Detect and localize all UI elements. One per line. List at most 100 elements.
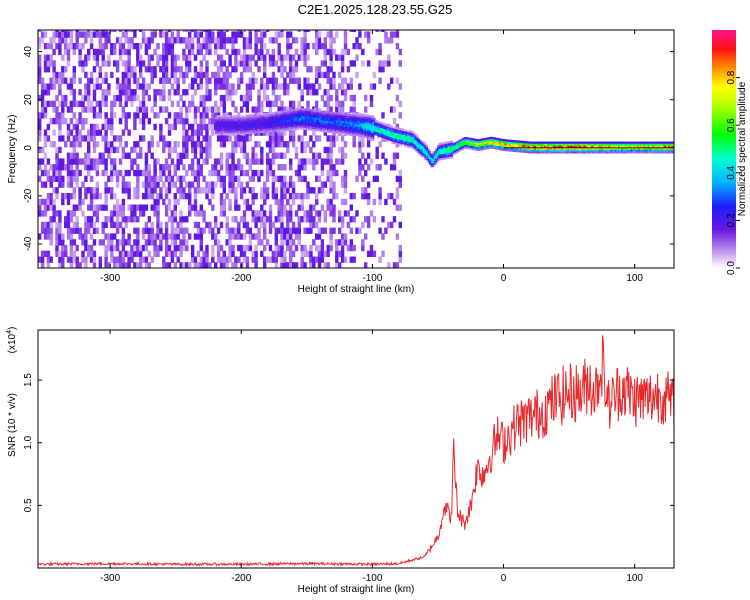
ridge-cell bbox=[477, 146, 480, 149]
heatmap-cell bbox=[392, 198, 397, 206]
heatmap-cell bbox=[150, 227, 154, 234]
ridge-cell bbox=[575, 149, 578, 152]
heatmap-cell bbox=[297, 135, 301, 142]
heatmap-cell bbox=[277, 216, 281, 223]
ridge-cell bbox=[394, 136, 397, 139]
heatmap-cell bbox=[297, 158, 301, 165]
heatmap-cell bbox=[110, 43, 114, 50]
heatmap-cell bbox=[98, 112, 102, 119]
ridge-cell bbox=[216, 122, 219, 126]
ridge-cell bbox=[351, 116, 354, 119]
ridge-cell bbox=[397, 137, 400, 140]
ridge-cell bbox=[559, 147, 562, 150]
ridge-cell bbox=[326, 120, 329, 123]
ridge-cell bbox=[287, 111, 290, 114]
heatmap-cell bbox=[64, 37, 68, 44]
heatmap-cell bbox=[156, 221, 160, 229]
heatmap-cell bbox=[378, 66, 382, 73]
ridge-cell bbox=[551, 141, 554, 144]
heatmap-cell bbox=[133, 43, 137, 50]
heatmap-cell bbox=[92, 204, 97, 211]
heatmap-cell bbox=[58, 256, 62, 263]
ridge-cell bbox=[425, 144, 428, 147]
heatmap-cell bbox=[49, 37, 53, 44]
heatmap-cell bbox=[234, 141, 238, 148]
ridge-cell bbox=[306, 114, 309, 117]
heatmap-cell bbox=[257, 66, 261, 73]
ridge-cell bbox=[641, 149, 644, 152]
heatmap-cell bbox=[366, 37, 371, 44]
heatmap-cell bbox=[75, 175, 79, 182]
ridge-cell bbox=[270, 116, 273, 119]
heatmap-cell bbox=[263, 43, 267, 50]
heatmap-cell bbox=[286, 262, 290, 268]
heatmap-cell bbox=[277, 227, 281, 234]
ridge-cell bbox=[331, 125, 334, 128]
heatmap-cell bbox=[162, 164, 166, 171]
heatmap-cell bbox=[242, 187, 247, 194]
ridge-cell bbox=[396, 140, 398, 143]
ridge-cell bbox=[300, 113, 302, 116]
ridge-cell bbox=[348, 119, 351, 122]
ridge-cell bbox=[221, 122, 224, 126]
heatmap-cell bbox=[139, 83, 143, 90]
heatmap-cell bbox=[340, 83, 345, 90]
ridge-cell bbox=[259, 113, 262, 116]
ridge-cell bbox=[597, 151, 600, 154]
heatmap-cell bbox=[118, 48, 123, 56]
ridge-cell bbox=[306, 124, 309, 127]
ridge-cell bbox=[616, 145, 619, 148]
heatmap-cell bbox=[104, 256, 108, 263]
ridge-cell bbox=[606, 149, 609, 152]
heatmap-cell bbox=[139, 210, 143, 217]
ridge-cell bbox=[551, 151, 554, 154]
ridge-cell bbox=[512, 140, 515, 143]
heatmap-cell bbox=[38, 204, 42, 211]
ridge-cell bbox=[652, 145, 655, 148]
heatmap-cell bbox=[274, 141, 278, 148]
ridge-cell bbox=[407, 141, 409, 144]
ridge-cell bbox=[244, 118, 247, 121]
ridge-cell bbox=[359, 134, 362, 137]
heatmap-cell bbox=[46, 54, 51, 61]
heatmap-cell bbox=[294, 66, 299, 73]
heatmap-cell bbox=[64, 244, 68, 252]
ridge-cell bbox=[484, 143, 487, 146]
ridge-cell bbox=[517, 142, 520, 145]
ridge-cell bbox=[654, 147, 657, 150]
ridge-cell bbox=[243, 126, 246, 129]
heatmap-cell bbox=[309, 244, 313, 252]
heatmap-cell bbox=[173, 193, 177, 200]
heatmap-cell bbox=[239, 135, 244, 142]
ridge-cell bbox=[229, 130, 232, 133]
heatmap-cell bbox=[352, 135, 356, 142]
heatmap-cell bbox=[89, 100, 94, 107]
heatmap-cell bbox=[303, 146, 307, 154]
heatmap-cell bbox=[326, 146, 330, 154]
heatmap-cell bbox=[349, 30, 353, 32]
ridge-cell bbox=[232, 124, 235, 127]
heatmap-cell bbox=[219, 30, 224, 32]
heatmap-cell bbox=[43, 141, 48, 148]
heatmap-cell bbox=[274, 60, 278, 67]
heatmap-cell bbox=[147, 118, 151, 125]
ridge-cell bbox=[655, 151, 658, 154]
ridge-cell bbox=[594, 147, 597, 150]
ridge-cell bbox=[481, 148, 483, 151]
heatmap-cell bbox=[170, 43, 175, 50]
ridge-cell bbox=[578, 151, 581, 154]
heatmap-cell bbox=[225, 83, 229, 90]
ridge-cell bbox=[270, 129, 273, 132]
ridge-cell bbox=[578, 149, 581, 152]
ridge-cell bbox=[477, 139, 480, 142]
ridge-cell bbox=[331, 117, 334, 120]
ridge-cell bbox=[348, 115, 351, 118]
heatmap-cell bbox=[144, 227, 149, 234]
ridge-cell bbox=[517, 140, 520, 143]
ridge-cell bbox=[306, 112, 309, 115]
ridge-cell bbox=[304, 112, 307, 115]
ridge-cell bbox=[447, 150, 450, 154]
heatmap-cell bbox=[245, 66, 250, 73]
ridge-cell bbox=[451, 142, 454, 145]
heatmap-cell bbox=[115, 83, 120, 90]
